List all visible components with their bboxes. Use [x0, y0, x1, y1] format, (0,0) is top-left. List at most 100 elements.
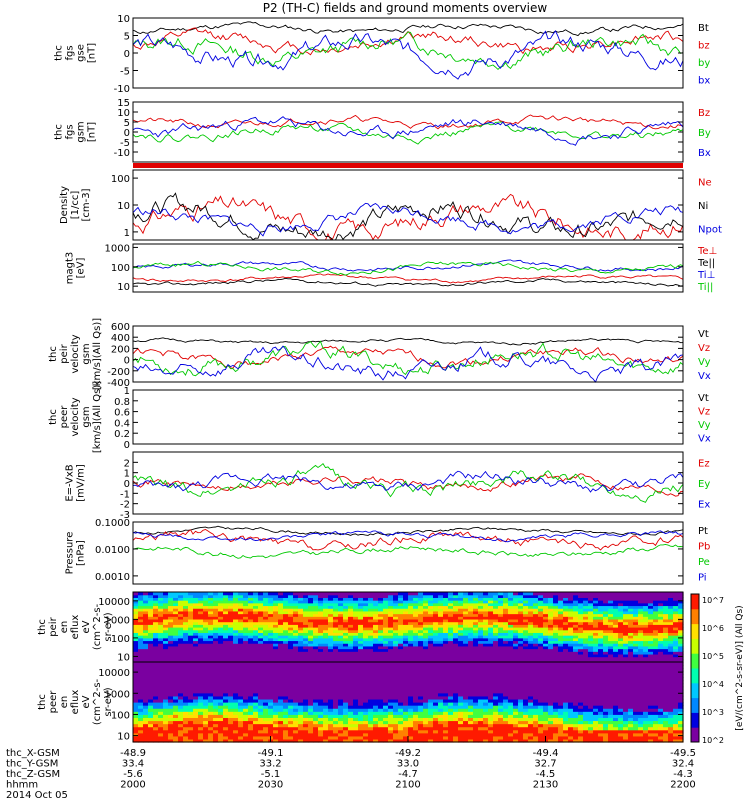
spectrogram-cell — [248, 616, 254, 620]
spectrogram-cell — [598, 629, 604, 633]
spectrogram-cell — [228, 605, 234, 609]
spectrogram-cell — [353, 605, 359, 609]
spectrogram-cell — [313, 668, 319, 672]
spectrogram-cell — [308, 680, 314, 685]
spectrogram-cell — [138, 677, 144, 682]
spectrogram-cell — [353, 632, 359, 636]
spectrogram-cell — [338, 698, 344, 703]
spectrogram-cell — [283, 640, 289, 644]
spectrogram-cell — [158, 726, 164, 731]
spectrogram-cell — [398, 674, 404, 678]
spectrogram-cell — [458, 723, 464, 728]
panel-frame — [132, 389, 684, 445]
spectrogram-cell — [618, 653, 624, 658]
spectrogram-cell — [253, 624, 259, 628]
spectrogram-cell — [408, 659, 414, 663]
spectrogram-cell — [293, 613, 299, 617]
spectrogram-cell — [278, 689, 284, 694]
spectrogram-cell — [343, 632, 349, 636]
spectrogram-cell — [168, 720, 174, 725]
spectrogram-cell — [413, 665, 419, 669]
spectrogram-cell — [298, 686, 304, 691]
spectrogram-cell — [443, 594, 449, 598]
spectrogram-cell — [668, 645, 674, 650]
spectrogram-cell — [453, 621, 459, 625]
spectrogram-cell — [418, 680, 424, 685]
spectrogram-cell — [188, 680, 194, 685]
spectrogram-cell — [183, 618, 189, 623]
spectrogram-cell — [258, 629, 264, 633]
spectrogram-cell — [348, 616, 354, 620]
spectrogram-cell — [378, 624, 384, 628]
spectrogram-cell — [328, 723, 334, 728]
spectrogram-cell — [543, 594, 549, 598]
spectrogram-cell — [213, 720, 219, 725]
spectrogram-cell — [233, 720, 239, 725]
spectrogram-cell — [388, 605, 394, 609]
spectrogram-cell — [558, 632, 564, 636]
spectrogram-cell — [398, 616, 404, 620]
spectrogram-cell — [213, 651, 219, 655]
spectrogram-cell — [193, 629, 199, 633]
spectrogram-cell — [363, 662, 369, 666]
spectrogram-cell — [183, 695, 189, 700]
spectrogram-cell — [298, 600, 304, 604]
spectrogram-cell — [208, 659, 214, 663]
spectrogram-cell — [323, 698, 329, 703]
spectrogram-cell — [438, 720, 444, 725]
spectrogram-cell — [228, 702, 234, 706]
spectrogram-cell — [178, 686, 184, 691]
spectrogram-cell — [193, 686, 199, 691]
spectrogram-cell — [223, 677, 229, 682]
spectrogram-cell — [188, 610, 194, 615]
legend-bz: bz — [698, 40, 710, 51]
spectrogram-cell — [273, 662, 279, 666]
spectrogram-cell — [418, 665, 424, 669]
spectrogram-cell — [343, 735, 349, 740]
spectrogram-cell — [158, 651, 164, 655]
spectrogram-cell — [393, 637, 399, 642]
spectrogram-cell — [583, 594, 589, 598]
spectrogram-cell — [623, 643, 629, 647]
spectrogram-cell — [248, 610, 254, 615]
spectrogram-cell — [618, 632, 624, 636]
spectrogram-cell — [473, 680, 479, 685]
spectrogram-cell — [528, 605, 534, 609]
spectrogram-cell — [333, 686, 339, 691]
spectrogram-cell — [303, 651, 309, 655]
spectrogram-cell — [318, 738, 324, 743]
spectrogram-cell — [308, 689, 314, 694]
spectrogram-cell — [418, 659, 424, 663]
spectrogram-cell — [383, 608, 389, 612]
spectrogram-cell — [428, 610, 434, 615]
spectrogram-cell — [333, 640, 339, 644]
spectrogram-cell — [198, 686, 204, 691]
spectrogram-cell — [368, 662, 374, 666]
spectrogram-cell — [243, 717, 249, 722]
spectrogram-cell — [183, 738, 189, 743]
spectrogram-cell — [453, 659, 459, 663]
spectrogram-cell — [428, 738, 434, 743]
spectrogram-cell — [363, 726, 369, 731]
spectrogram-cell — [408, 738, 414, 743]
spectrogram-cell — [413, 695, 419, 700]
spectrogram-cell — [428, 702, 434, 706]
spectrogram-cell — [438, 662, 444, 666]
spectrogram-cell — [558, 659, 564, 663]
spectrogram-cell — [428, 648, 434, 652]
spectrogram-cell — [358, 627, 364, 631]
spectrogram-cell — [393, 695, 399, 700]
spectrogram-cell — [208, 714, 214, 718]
spectrogram-cell — [563, 605, 569, 609]
spectrogram-cell — [268, 683, 274, 688]
spectrogram-cell — [353, 732, 359, 737]
spectrogram-cell — [423, 653, 429, 658]
spectrogram-cell — [168, 683, 174, 688]
spectrogram-cell — [323, 653, 329, 658]
spectrogram-cell — [243, 594, 249, 598]
spectrogram-cell — [408, 637, 414, 642]
spectrogram-cell — [518, 637, 524, 642]
spectrogram-cell — [308, 608, 314, 612]
spectrogram-cell — [638, 637, 644, 642]
spectrogram-cell — [443, 632, 449, 636]
